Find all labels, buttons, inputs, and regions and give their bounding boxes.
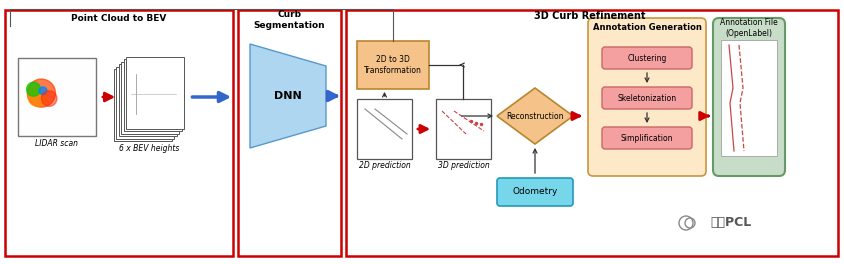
Text: 6 x BEV heights: 6 x BEV heights [119,144,179,153]
Bar [345,10,837,256]
Bar [238,10,341,256]
Text: LIDAR scan: LIDAR scan [35,139,78,148]
Text: DNN: DNN [273,91,301,101]
Bar [720,40,776,156]
Text: 3D Curb Refinement: 3D Curb Refinement [533,11,645,21]
Bar [5,10,233,256]
FancyBboxPatch shape [601,87,691,109]
Text: 3D prediction: 3D prediction [437,162,489,171]
Bar [436,99,490,159]
Text: Simplification: Simplification [620,134,673,143]
FancyBboxPatch shape [601,127,691,149]
Circle shape [28,88,46,106]
Text: 2D prediction: 2D prediction [358,162,410,171]
Text: Odometry: Odometry [511,187,557,196]
FancyBboxPatch shape [601,47,691,69]
Text: 2D to 3D
Transformation: 2D to 3D Transformation [364,55,421,75]
Text: Skeletonization: Skeletonization [617,93,676,102]
Bar [114,69,172,141]
Bar [122,62,179,134]
FancyBboxPatch shape [587,18,706,176]
Circle shape [26,82,41,96]
Text: Clustering: Clustering [626,54,666,63]
Bar [119,64,176,136]
Bar [356,99,412,159]
Bar [356,41,429,89]
Text: Annotation File
(OpenLabel): Annotation File (OpenLabel) [719,18,777,38]
Circle shape [27,79,56,107]
Text: Point Cloud to BEV: Point Cloud to BEV [71,13,166,22]
Circle shape [41,91,57,106]
FancyBboxPatch shape [712,18,784,176]
Bar [18,58,96,136]
Text: Curb
Segmentation: Curb Segmentation [253,10,325,30]
Text: Reconstruction: Reconstruction [506,111,563,120]
Bar [116,67,175,139]
Polygon shape [250,44,326,148]
Bar [127,56,184,129]
FancyBboxPatch shape [496,178,572,206]
Polygon shape [496,88,572,144]
Text: Annotation Generation: Annotation Generation [592,22,701,31]
Bar [124,59,181,131]
Text: 点云PCL: 点云PCL [709,216,750,229]
Circle shape [39,87,46,95]
